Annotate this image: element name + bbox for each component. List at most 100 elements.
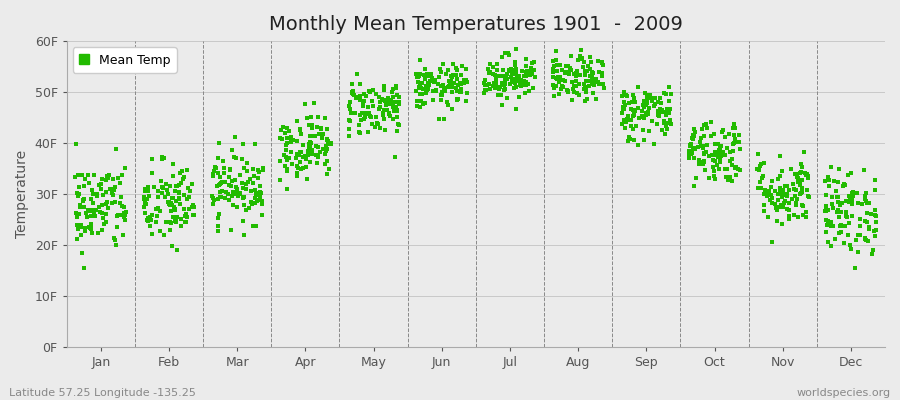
Point xyxy=(392,94,406,100)
Point xyxy=(162,202,176,208)
Point xyxy=(829,188,843,194)
Point xyxy=(215,188,230,194)
Point xyxy=(358,114,373,120)
Point xyxy=(238,185,253,192)
Point xyxy=(412,103,427,110)
Point xyxy=(296,142,310,148)
Point xyxy=(421,73,436,79)
Point xyxy=(238,202,252,208)
Point xyxy=(555,67,570,73)
Point xyxy=(682,151,697,157)
Point xyxy=(81,207,95,213)
Point xyxy=(579,89,593,95)
Point xyxy=(363,113,377,119)
Point xyxy=(425,75,439,82)
Point xyxy=(376,87,391,93)
Point xyxy=(244,199,258,205)
Point xyxy=(293,125,308,132)
Point xyxy=(782,207,796,214)
Point xyxy=(555,77,570,84)
Point xyxy=(483,61,498,68)
Point xyxy=(595,59,609,65)
Point xyxy=(551,74,565,80)
Point xyxy=(626,110,641,117)
Point xyxy=(342,103,356,109)
Point xyxy=(662,98,677,104)
Point xyxy=(343,118,357,124)
Point xyxy=(489,73,503,79)
Point xyxy=(83,207,97,214)
Point xyxy=(788,186,802,192)
Point xyxy=(657,131,671,137)
Point xyxy=(88,212,103,219)
Point xyxy=(389,83,403,89)
Point xyxy=(494,92,508,98)
Point xyxy=(148,219,163,225)
Point xyxy=(518,82,533,88)
Point xyxy=(844,212,859,219)
Point xyxy=(765,195,779,201)
Point xyxy=(626,112,640,119)
Point xyxy=(728,165,742,172)
Point xyxy=(305,125,320,132)
Point xyxy=(732,132,746,138)
Point xyxy=(248,199,262,206)
Point xyxy=(691,144,706,150)
Point xyxy=(303,140,318,146)
Point xyxy=(497,82,511,88)
Point xyxy=(491,92,506,98)
Point xyxy=(819,208,833,215)
Point xyxy=(650,120,664,127)
Point xyxy=(180,196,194,203)
Point xyxy=(302,132,317,139)
Point xyxy=(832,214,846,220)
Point xyxy=(486,64,500,71)
Point xyxy=(834,209,849,215)
Point xyxy=(450,97,464,103)
Point xyxy=(377,116,392,122)
Point xyxy=(222,197,237,203)
Point xyxy=(456,76,471,83)
Point xyxy=(562,68,576,75)
Point xyxy=(794,169,808,176)
Point xyxy=(559,68,573,75)
Point xyxy=(596,80,610,87)
Point xyxy=(187,212,202,218)
Point xyxy=(489,78,503,84)
Point xyxy=(825,204,840,211)
Point xyxy=(481,66,495,72)
Point xyxy=(275,136,290,142)
Point xyxy=(433,66,447,72)
Point xyxy=(224,147,238,153)
Point xyxy=(592,69,607,75)
Point xyxy=(76,204,91,210)
Point xyxy=(708,152,723,158)
Point xyxy=(841,214,855,220)
Point xyxy=(831,179,845,185)
Point xyxy=(390,107,404,113)
Point xyxy=(368,114,382,120)
Point xyxy=(796,149,811,156)
Point xyxy=(186,204,201,210)
Point xyxy=(616,106,631,112)
Point xyxy=(688,145,703,152)
Point xyxy=(833,222,848,228)
Point xyxy=(353,130,367,136)
Point xyxy=(554,85,569,92)
Point xyxy=(162,219,176,226)
Point xyxy=(446,80,461,86)
Point xyxy=(861,223,876,230)
Point xyxy=(652,106,667,112)
Point xyxy=(821,219,835,226)
Point xyxy=(236,217,250,224)
Point xyxy=(84,196,98,202)
Point xyxy=(454,89,468,96)
Point xyxy=(505,76,519,83)
Point xyxy=(496,73,510,80)
Point xyxy=(446,71,460,78)
Point xyxy=(652,95,667,102)
Point xyxy=(788,193,802,200)
Point xyxy=(789,200,804,206)
Point xyxy=(445,89,459,96)
Point xyxy=(219,189,233,195)
